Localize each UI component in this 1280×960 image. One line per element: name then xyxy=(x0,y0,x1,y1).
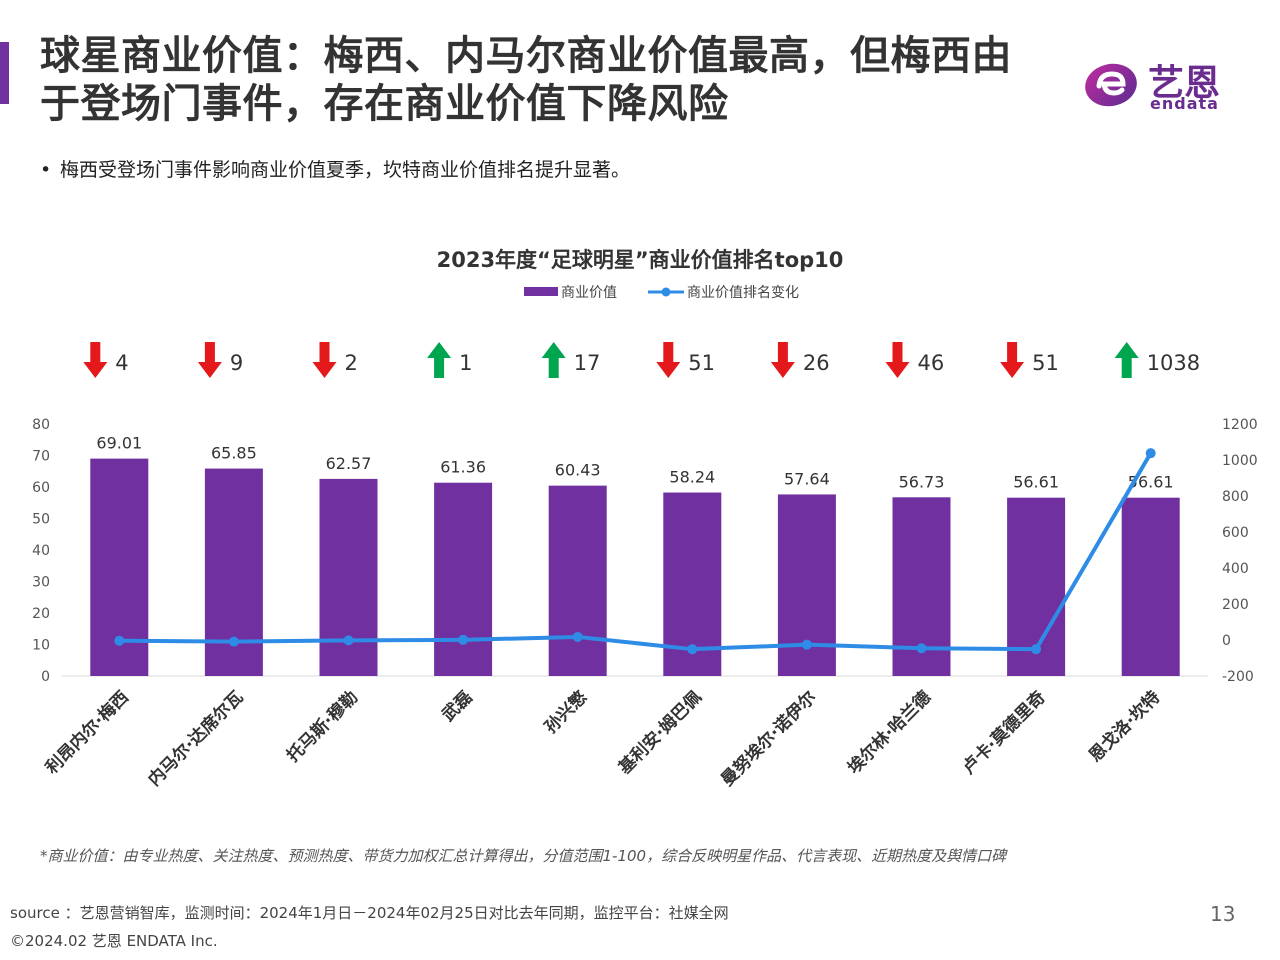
category-label: 基利安·姆巴佩 xyxy=(614,687,706,779)
rank-down-arrow-icon xyxy=(197,342,222,378)
rank-up-arrow-icon xyxy=(541,342,566,378)
legend-bar-label: 商业价值 xyxy=(561,285,617,301)
legend-line-label: 商业价值排名变化 xyxy=(687,285,799,301)
rank-change-label: 51 xyxy=(1032,351,1059,375)
copyright: ©2024.02 艺恩 ENDATA Inc. xyxy=(10,932,218,950)
rank-change-point xyxy=(343,635,354,646)
value-bar xyxy=(434,482,493,676)
value-bar xyxy=(1121,497,1180,676)
bar-value-label: 56.61 xyxy=(1128,473,1174,492)
y-left-tick-label: 70 xyxy=(32,449,50,465)
category-label: 托马斯·穆勒 xyxy=(283,687,363,767)
category-label: 曼努埃尔·诺伊尔 xyxy=(717,687,821,791)
bar-value-label: 69.01 xyxy=(96,434,142,453)
summary-bullet: • 梅西受登场门事件影响商业价值夏季，坎特商业价值排名提升显著。 xyxy=(40,155,630,182)
y-left-tick-label: 50 xyxy=(32,512,50,528)
y-left-tick-label: 0 xyxy=(41,669,50,685)
rank-down-arrow-icon xyxy=(770,342,795,378)
bar-value-label: 57.64 xyxy=(784,469,830,488)
bar-value-label: 58.24 xyxy=(669,468,715,487)
rank-down-arrow-icon xyxy=(1000,342,1025,378)
rank-change-point xyxy=(572,631,583,642)
rank-change-label: 46 xyxy=(918,351,945,375)
y-left-tick-label: 30 xyxy=(32,575,50,591)
category-label: 恩戈洛·坎特 xyxy=(1085,687,1165,767)
bar-value-label: 60.43 xyxy=(555,461,601,480)
category-label: 内马尔·达席尔瓦 xyxy=(144,687,248,791)
y-left-tick-label: 10 xyxy=(32,638,50,654)
bar-value-label: 61.36 xyxy=(440,458,486,477)
rank-up-arrow-icon xyxy=(427,342,452,378)
y-right-tick-label: 200 xyxy=(1222,597,1249,613)
y-left-tick-label: 60 xyxy=(32,480,50,496)
rank-change-point xyxy=(1145,448,1156,459)
category-label: 卢卡·莫德里奇 xyxy=(958,687,1050,779)
rank-change-label: 1038 xyxy=(1147,351,1200,375)
title-accent-bar xyxy=(0,42,9,104)
rank-down-arrow-icon xyxy=(885,342,910,378)
chart-title: 2023年度“足球明星”商业价值排名top10 xyxy=(437,248,844,272)
y-right-tick-label: 0 xyxy=(1222,633,1231,649)
category-label: 孙兴慜 xyxy=(540,686,592,738)
rank-change-label: 51 xyxy=(688,351,715,375)
category-label: 利昂内尔·梅西 xyxy=(41,687,133,779)
bullet-dot-icon: • xyxy=(40,159,52,181)
y-right-tick-label: -200 xyxy=(1222,669,1254,685)
page-title: 球星商业价值：梅西、内马尔商业价值最高，但梅西由于登场门事件，存在商业价值下降风… xyxy=(40,33,1012,127)
rank-up-arrow-icon xyxy=(1114,342,1139,378)
rank-change-label: 9 xyxy=(230,351,243,375)
rank-change-point xyxy=(228,636,239,647)
rank-change-point xyxy=(114,635,125,646)
rank-change-label: 26 xyxy=(803,351,830,375)
y-left-tick-label: 80 xyxy=(32,417,50,433)
rank-down-arrow-icon xyxy=(312,342,337,378)
logo-cn-text: 艺恩 xyxy=(1148,63,1221,104)
y-right-tick-label: 800 xyxy=(1222,489,1249,505)
rank-down-arrow-icon xyxy=(656,342,681,378)
rank-change-point xyxy=(916,643,927,654)
y-right-tick-label: 400 xyxy=(1222,561,1249,577)
bar-value-label: 62.57 xyxy=(326,454,372,473)
source-line: source ：艺恩营销智库，监测时间：2024年1月日－2024年02月25日… xyxy=(10,904,729,922)
y-right-tick-label: 1200 xyxy=(1222,417,1258,433)
bar-value-label: 56.73 xyxy=(899,472,945,491)
rank-change-point xyxy=(458,634,469,645)
logo-en-text: endata xyxy=(1150,94,1219,113)
y-left-tick-label: 40 xyxy=(32,543,50,559)
rank-change-label: 17 xyxy=(574,351,601,375)
rank-change-point xyxy=(1031,644,1042,655)
value-bar xyxy=(548,485,607,676)
category-label: 埃尔林·哈兰德 xyxy=(843,687,935,779)
category-label: 武磊 xyxy=(438,687,477,726)
y-left-tick-label: 20 xyxy=(32,606,50,622)
rank-change-label: 1 xyxy=(459,351,472,375)
summary-text: 梅西受登场门事件影响商业价值夏季，坎特商业价值排名提升显著。 xyxy=(60,159,631,181)
rank-change-label: 2 xyxy=(345,351,358,375)
endata-logo-icon xyxy=(1085,63,1137,107)
y-right-tick-label: 1000 xyxy=(1222,453,1258,469)
rank-change-point xyxy=(801,639,812,650)
bar-value-label: 65.85 xyxy=(211,444,257,463)
legend-bar-swatch xyxy=(524,287,558,296)
y-right-tick-label: 600 xyxy=(1222,525,1249,541)
rank-change-point xyxy=(687,644,698,655)
legend-line-marker xyxy=(661,287,671,297)
business-value-chart: 2023年度“足球明星”商业价值排名top10 商业价值 商业价值排名变化 4 9 2 1 1… xyxy=(32,248,1258,791)
bar-value-label: 56.61 xyxy=(1013,473,1059,492)
rank-change-line xyxy=(119,452,1153,652)
rank-down-arrow-icon xyxy=(83,342,108,378)
rank-change-label: 4 xyxy=(115,351,128,375)
endata-logo: 艺恩 endata xyxy=(1082,52,1242,114)
value-bar xyxy=(319,478,378,676)
footnote: *商业价值：由专业热度、关注热度、预测热度、带货力加权汇总计算得出，分值范围1-… xyxy=(40,847,1007,865)
page-number: 13 xyxy=(1210,902,1236,926)
